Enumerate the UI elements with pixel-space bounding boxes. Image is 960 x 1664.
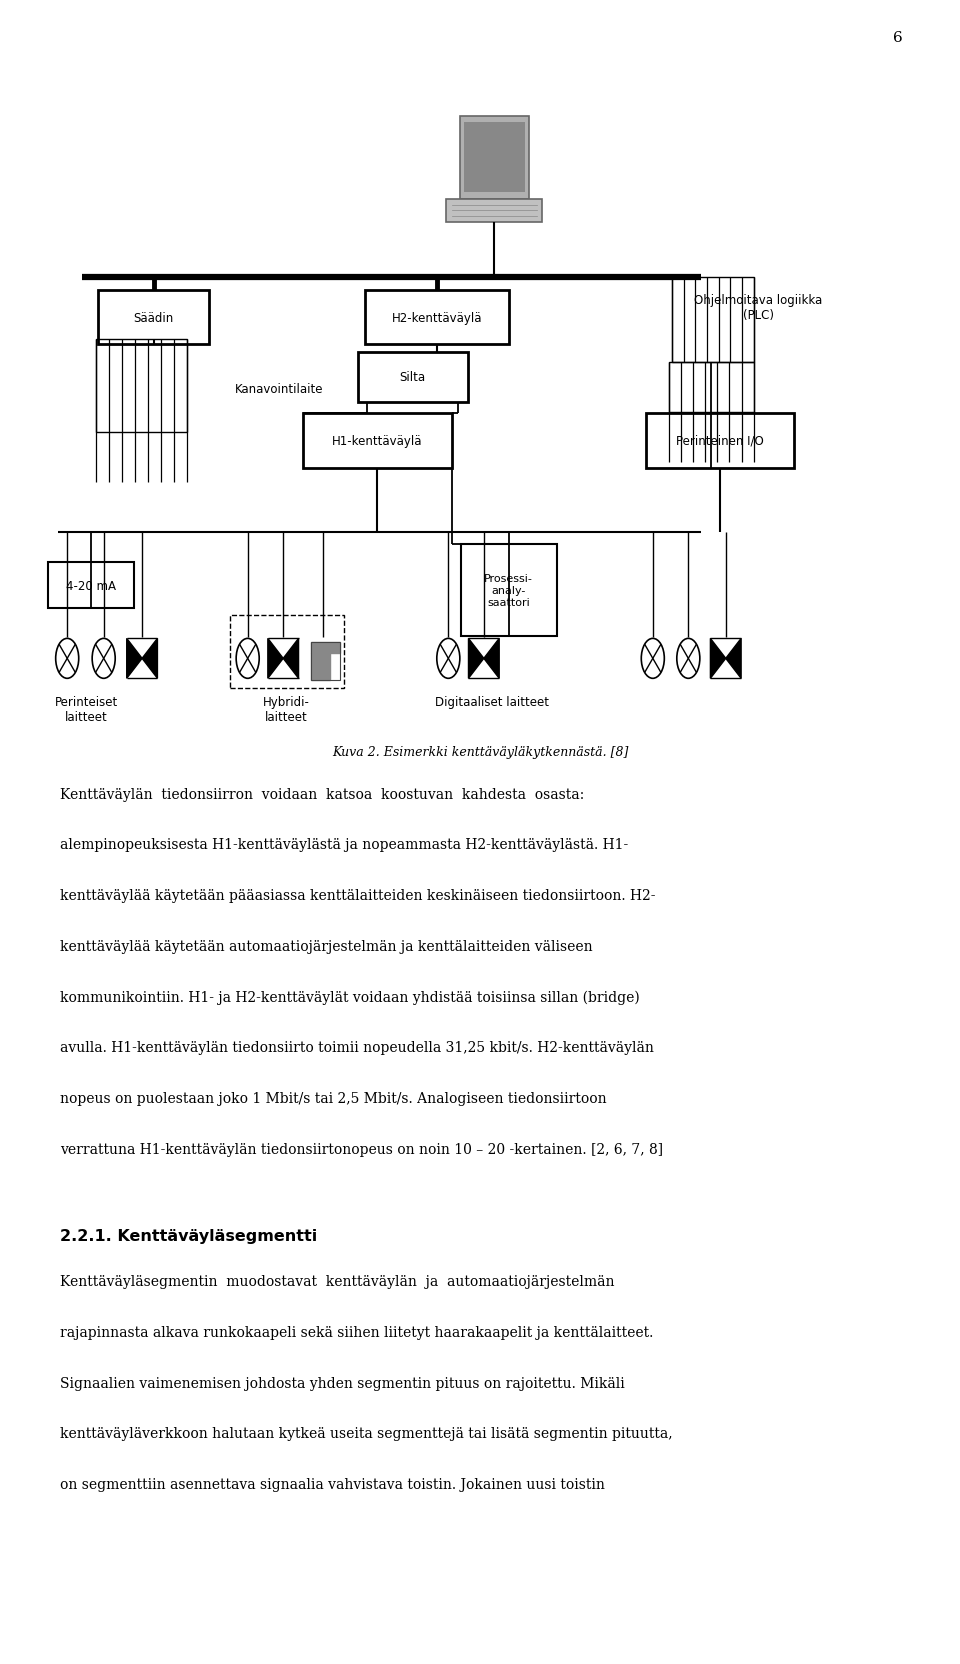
- Text: nopeus on puolestaan joko 1 Mbit/s tai 2,5 Mbit/s. Analogiseen tiedonsiirtoon: nopeus on puolestaan joko 1 Mbit/s tai 2…: [60, 1092, 607, 1105]
- Text: 6: 6: [893, 32, 902, 45]
- Text: on segmenttiin asennettava signaalia vahvistava toistin. Jokainen uusi toistin: on segmenttiin asennettava signaalia vah…: [60, 1478, 606, 1491]
- Bar: [446, 200, 542, 223]
- Text: Kuva 2. Esimerkki kenttäväyläkytkennästä. [8]: Kuva 2. Esimerkki kenttäväyläkytkennästä…: [332, 745, 628, 759]
- Text: Säädin: Säädin: [133, 311, 174, 324]
- Text: Signaalien vaimenemisen johdosta yhden segmentin pituus on rajoitettu. Mikäli: Signaalien vaimenemisen johdosta yhden s…: [60, 1376, 625, 1389]
- Text: kenttäväylää käytetään pääasiassa kenttälaitteiden keskinäiseen tiedonsiirtoon. : kenttäväylää käytetään pääasiassa kenttä…: [60, 889, 656, 902]
- Bar: [645, 414, 795, 469]
- Polygon shape: [268, 639, 283, 679]
- Text: Silta: Silta: [399, 371, 426, 384]
- Text: Kenttäväylän  tiedonsiirron  voidaan  katsoa  koostuvan  kahdesta  osasta:: Kenttäväylän tiedonsiirron voidaan katso…: [60, 787, 585, 800]
- Text: Kenttäväyläsegmentin  muodostavat  kenttäväylän  ja  automaatiojärjestelmän: Kenttäväyläsegmentin muodostavat kenttäv…: [60, 1275, 615, 1288]
- Bar: [230, 616, 344, 689]
- Bar: [99, 290, 209, 344]
- Polygon shape: [484, 639, 499, 679]
- Bar: [460, 116, 529, 200]
- Bar: [669, 363, 754, 413]
- Bar: [672, 278, 754, 363]
- Text: Digitaaliset laitteet: Digitaaliset laitteet: [435, 696, 548, 709]
- Text: H2-kenttäväylä: H2-kenttäväylä: [392, 311, 482, 324]
- Bar: [461, 544, 557, 636]
- Polygon shape: [311, 654, 330, 681]
- Bar: [464, 123, 525, 193]
- Text: Prosessi-
analy-
saattori: Prosessi- analy- saattori: [485, 574, 533, 607]
- Polygon shape: [311, 642, 340, 654]
- Bar: [303, 414, 451, 469]
- Bar: [48, 562, 134, 609]
- Bar: [365, 290, 509, 344]
- Text: H1-kenttäväylä: H1-kenttäväylä: [332, 434, 422, 448]
- Text: Kanavointilaite: Kanavointilaite: [235, 383, 324, 396]
- Text: kenttäväylää käytetään automaatiojärjestelmän ja kenttälaitteiden väliseen: kenttäväylää käytetään automaatiojärjest…: [60, 938, 593, 953]
- Bar: [311, 642, 340, 681]
- Text: rajapinnasta alkava runkokaapeli sekä siihen liitetyt haarakaapelit ja kenttälai: rajapinnasta alkava runkokaapeli sekä si…: [60, 1325, 654, 1340]
- Bar: [357, 353, 468, 403]
- Polygon shape: [127, 639, 142, 679]
- Text: 4-20 mA: 4-20 mA: [66, 579, 116, 592]
- Polygon shape: [710, 639, 726, 679]
- Polygon shape: [142, 639, 157, 679]
- Polygon shape: [726, 639, 741, 679]
- Text: verrattuna H1-kenttäväylän tiedonsiirtonopeus on noin 10 – 20 -kertainen. [2, 6,: verrattuna H1-kenttäväylän tiedonsiirton…: [60, 1142, 663, 1156]
- Text: kenttäväyläverkkoon halutaan kytkeä useita segmenttejä tai lisätä segmentin pitu: kenttäväyläverkkoon halutaan kytkeä usei…: [60, 1426, 673, 1441]
- Text: Hybridi-
laitteet: Hybridi- laitteet: [263, 696, 309, 724]
- Text: Ohjelmoitava logiikka
(PLC): Ohjelmoitava logiikka (PLC): [694, 295, 823, 321]
- Text: Perinteiset
laitteet: Perinteiset laitteet: [55, 696, 118, 724]
- Text: kommunikointiin. H1- ja H2-kenttäväylät voidaan yhdistää toisiinsa sillan (bridg: kommunikointiin. H1- ja H2-kenttäväylät …: [60, 990, 640, 1005]
- Polygon shape: [468, 639, 484, 679]
- Text: 2.2.1. Kenttäväyläsegmentti: 2.2.1. Kenttäväyläsegmentti: [60, 1228, 318, 1243]
- Bar: [96, 339, 187, 433]
- Text: avulla. H1-kenttäväylän tiedonsiirto toimii nopeudella 31,25 kbit/s. H2-kenttävä: avulla. H1-kenttäväylän tiedonsiirto toi…: [60, 1042, 655, 1055]
- Polygon shape: [283, 639, 299, 679]
- Text: alempinopeuksisesta H1-kenttäväylästä ja nopeammasta H2-kenttäväylästä. H1-: alempinopeuksisesta H1-kenttäväylästä ja…: [60, 837, 629, 852]
- Text: Perinteinen I/O: Perinteinen I/O: [676, 434, 764, 448]
